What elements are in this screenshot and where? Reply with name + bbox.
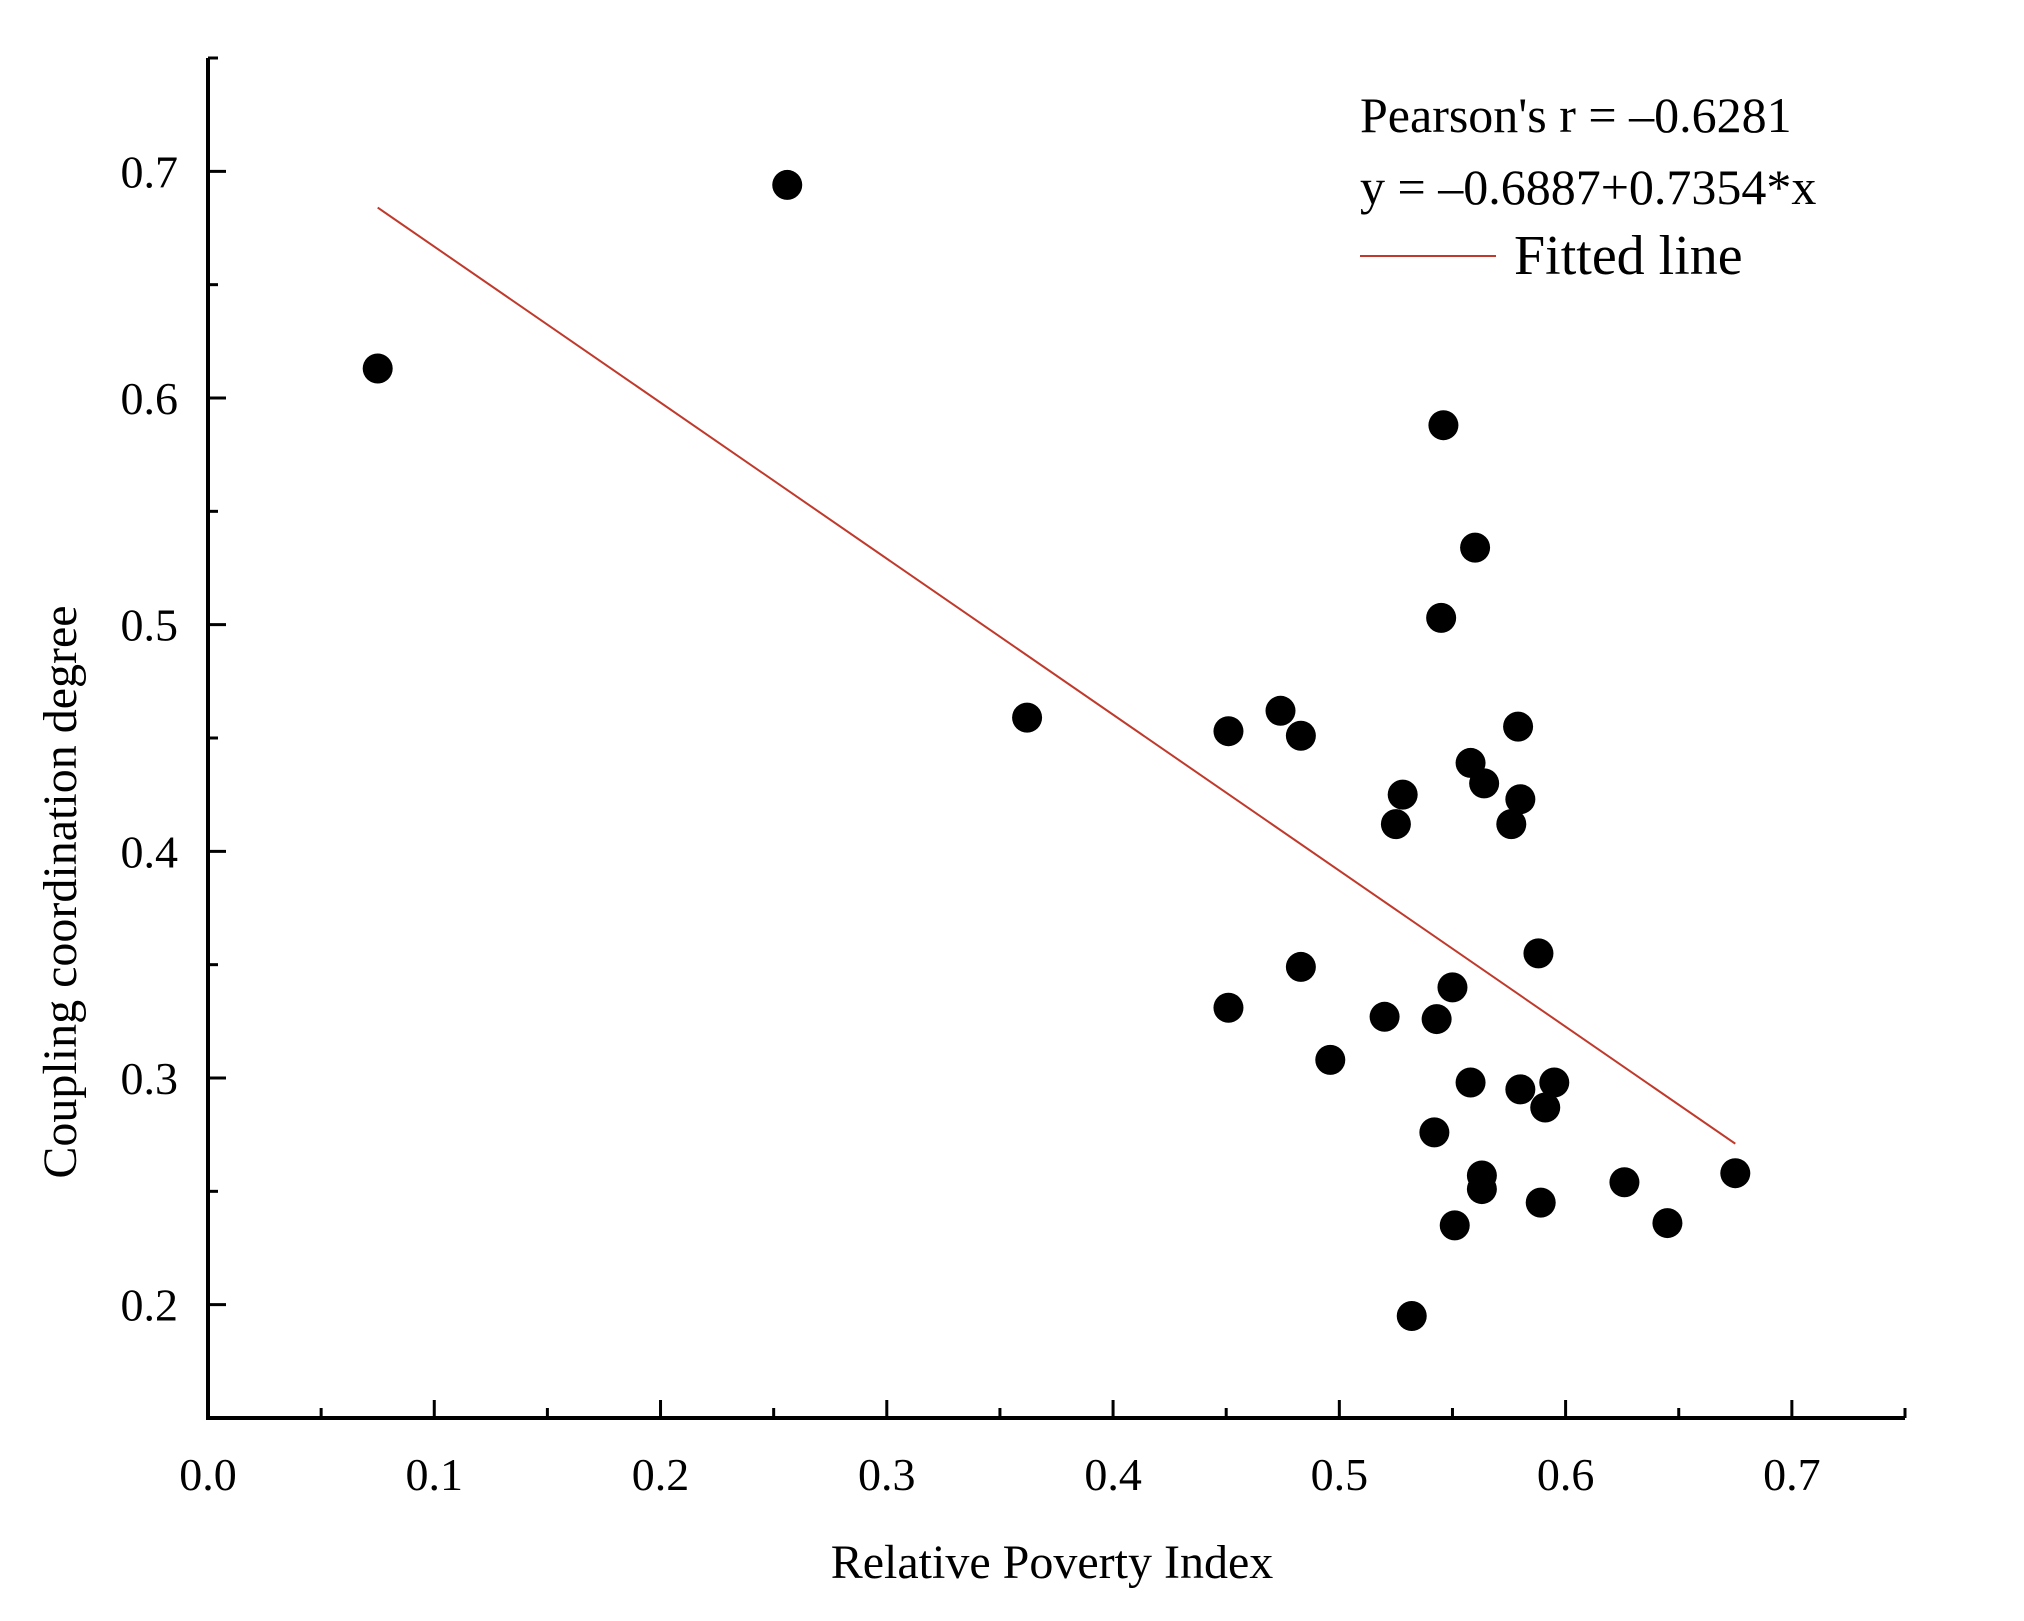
equation-annotation: y = –0.6887+0.7354*x (1360, 159, 1816, 215)
data-point (1503, 711, 1534, 742)
y-tick-label: 0.2 (121, 1280, 179, 1331)
data-point (1369, 1001, 1400, 1032)
data-point (772, 169, 803, 200)
data-point (1505, 1074, 1536, 1105)
pearson-annotation: Pearson's r = –0.6281 (1360, 87, 1792, 143)
data-point (1437, 972, 1468, 1003)
data-point (362, 353, 393, 384)
data-points (362, 169, 1751, 1331)
data-point (1387, 779, 1418, 810)
data-point (1530, 1092, 1561, 1123)
data-point (1421, 1004, 1452, 1035)
data-point (1460, 532, 1491, 563)
data-point (1426, 602, 1457, 633)
legend-label: Fitted line (1514, 225, 1743, 287)
data-point (1469, 768, 1500, 799)
y-tick-label: 0.5 (121, 600, 179, 651)
x-tick-label: 0.4 (1084, 1449, 1142, 1500)
y-tick-label: 0.6 (121, 373, 179, 424)
data-point (1285, 720, 1316, 751)
fitted-line (377, 206, 1736, 1145)
data-point (1315, 1044, 1346, 1075)
x-tick-label: 0.3 (858, 1449, 916, 1500)
data-point (1496, 809, 1527, 840)
x-tick-label: 0.6 (1537, 1449, 1595, 1500)
data-point (1439, 1210, 1470, 1241)
data-point (1419, 1117, 1450, 1148)
y-tick-label: 0.7 (121, 146, 179, 197)
x-tick-label: 0.5 (1311, 1449, 1369, 1500)
y-axis-title: Coupling coordination degree (34, 605, 87, 1178)
legend: Pearson's r = –0.6281 y = –0.6887+0.7354… (1360, 87, 1816, 287)
data-point (1466, 1160, 1497, 1191)
data-point (1213, 992, 1244, 1023)
x-tick-label: 0.1 (406, 1449, 464, 1500)
y-tick-label: 0.4 (121, 826, 179, 877)
data-point (1523, 938, 1554, 969)
data-point (1012, 702, 1043, 733)
data-point (1652, 1208, 1683, 1239)
data-point (1455, 1067, 1486, 1098)
x-axis-title: Relative Poverty Index (831, 1536, 1274, 1589)
ticks: 0.0 0.1 0.2 0.3 0.4 0.5 0.6 0.7 0.2 0.3 0.4 0.5 0.6 0… (121, 56, 1907, 1500)
data-point (1380, 809, 1411, 840)
fitted-line-layer (377, 206, 1736, 1145)
x-tick-label: 0.7 (1763, 1449, 1821, 1500)
data-point (1213, 716, 1244, 747)
y-tick-label: 0.3 (121, 1053, 179, 1104)
data-point (1265, 695, 1296, 726)
x-tick-label: 0.2 (632, 1449, 690, 1500)
data-point (1720, 1158, 1751, 1189)
data-point (1505, 784, 1536, 815)
data-point (1285, 951, 1316, 982)
data-point (1396, 1301, 1427, 1331)
data-point (1539, 1067, 1570, 1098)
data-point (1609, 1167, 1640, 1198)
data-point (1428, 410, 1459, 441)
data-point (1525, 1187, 1556, 1218)
x-tick-label: 0.0 (179, 1449, 237, 1500)
